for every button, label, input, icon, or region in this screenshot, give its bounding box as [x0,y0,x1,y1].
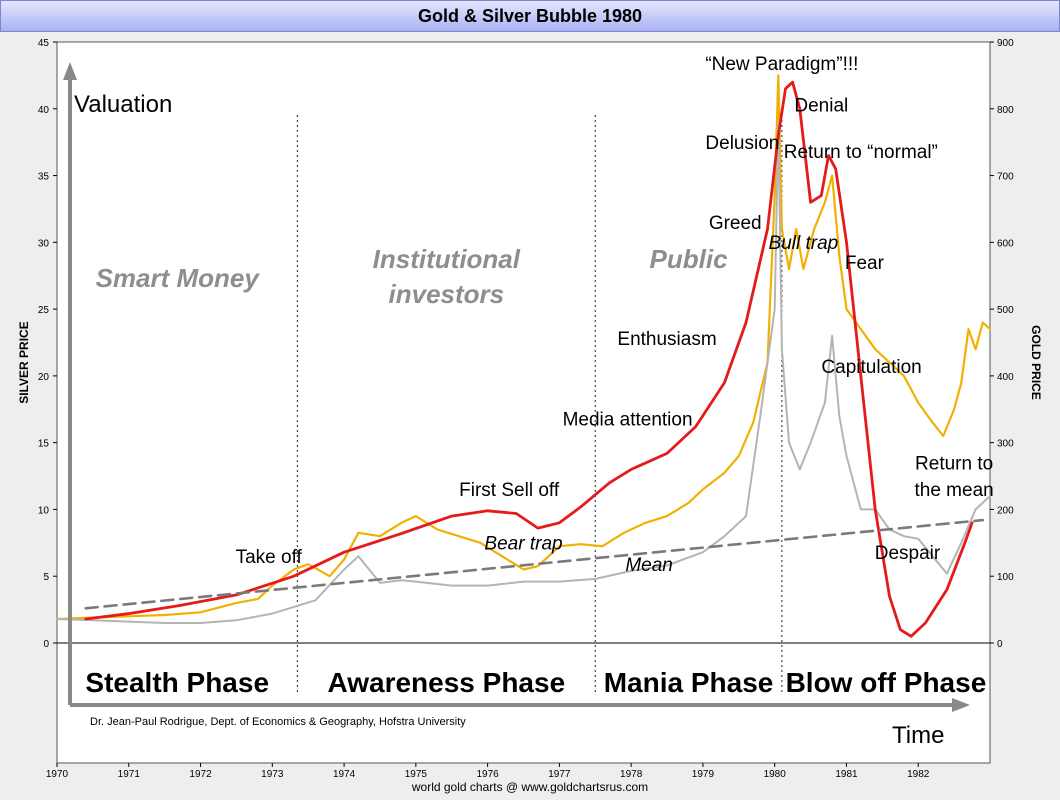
phase-label: Stealth Phase [85,667,269,698]
annotation-label: Delusion [705,133,779,154]
annotation-label: Mean [625,555,673,576]
annotation-label: Bull trap [769,233,839,254]
footer-credit: world gold charts @ www.goldchartsrus.co… [411,780,649,794]
annotation-label: “New Paradigm”!!! [705,54,858,75]
series-valuation-line [84,80,974,638]
y-tick-label: 10 [38,505,50,516]
x-tick-label: 1977 [548,769,571,780]
y-tick-label: 45 [38,38,50,49]
y2-tick-label: 100 [997,572,1014,583]
y-axis-title: SILVER PRICE [17,321,31,403]
chart-title: Gold & Silver Bubble 1980 [0,0,1060,32]
annotation-label: Capitulation [821,357,921,378]
y-tick-label: 15 [38,439,50,450]
x-tick-label: 1974 [333,769,356,780]
y-tick-label: 25 [38,305,50,316]
x-tick-label: 1976 [476,769,499,780]
x-tick-label: 1980 [764,769,787,780]
x-tick-label: 1979 [692,769,715,780]
valuation-axis-arrowhead [63,62,77,80]
series-silver-line [56,121,991,624]
y2-tick-label: 200 [997,505,1014,516]
series-gold-line [55,74,992,621]
y-tick-label: 40 [38,105,50,116]
annotation-label: Greed [709,213,762,234]
time-axis-arrowhead [952,698,970,712]
y2-tick-label: 0 [997,639,1003,650]
phase-label: Blow off Phase [786,667,987,698]
x-tick-label: 1978 [620,769,643,780]
y2-tick-label: 900 [997,38,1014,49]
annotation-label: Return to “normal” [784,142,938,163]
y2-tick-label: 500 [997,305,1014,316]
annotation-label: Enthusiasm [617,329,716,350]
y-tick-label: 35 [38,172,50,183]
phase-group-label: Smart Money [96,263,261,293]
y2-tick-label: 700 [997,172,1014,183]
annotation-label: Take off [236,547,303,568]
annotation-label: Fear [845,253,885,274]
phase-group-label: Institutional [373,244,521,274]
credit-text: Dr. Jean-Paul Rodrigue, Dept. of Economi… [90,716,466,728]
x-tick-label: 1981 [835,769,858,780]
phase-group-label: investors [389,279,505,309]
y2-tick-label: 600 [997,238,1014,249]
y2-tick-label: 400 [997,372,1014,383]
x-tick-label: 1982 [907,769,930,780]
phase-label: Mania Phase [604,667,774,698]
valuation-axis-label: Valuation [74,91,172,118]
y2-axis-title: GOLD PRICE [1029,325,1043,400]
annotation-label: Bear trap [484,534,562,555]
annotation-label: the mean [914,480,993,501]
y-tick-label: 0 [43,639,49,650]
annotation-label: Denial [794,95,848,116]
annotation-label: Media attention [563,409,693,430]
y-tick-label: 30 [38,238,50,249]
x-tick-label: 1973 [261,769,284,780]
y2-tick-label: 300 [997,439,1014,450]
y2-tick-label: 800 [997,105,1014,116]
y-tick-label: 5 [43,572,49,583]
annotation-label: First Sell off [459,480,560,501]
y-tick-label: 20 [38,372,50,383]
phase-group-label: Public [650,244,729,274]
x-tick-label: 1971 [118,769,141,780]
time-axis-label: Time [892,722,944,749]
x-tick-label: 1972 [189,769,212,780]
annotation-label: Return to [915,453,993,474]
annotation-label: Despair [875,543,941,564]
x-tick-label: 1975 [405,769,428,780]
series-mean-line [84,518,985,610]
phase-label: Awareness Phase [328,667,566,698]
x-tick-label: 1970 [46,769,69,780]
